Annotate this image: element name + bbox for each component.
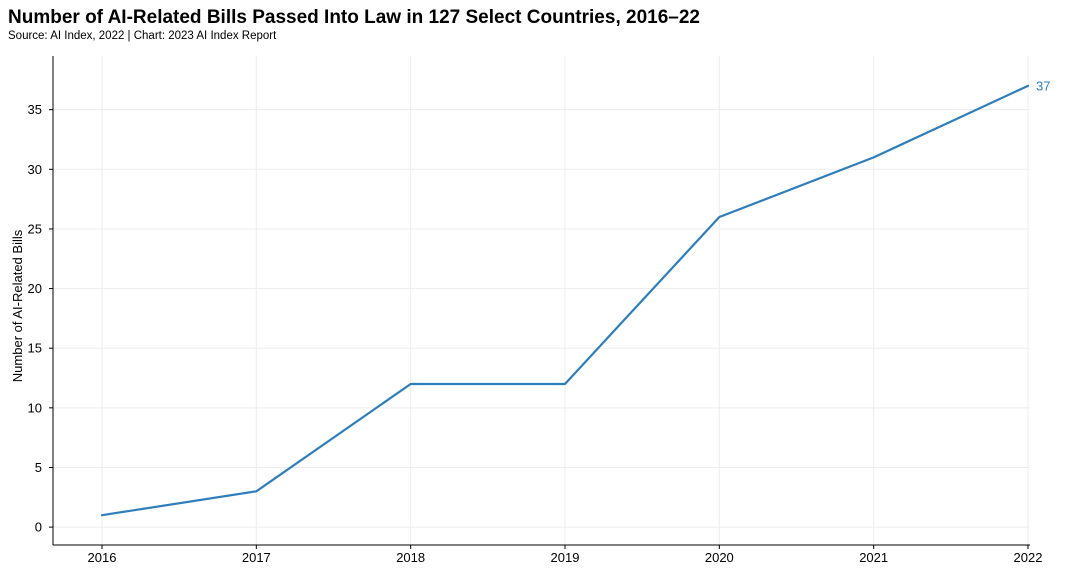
x-tick-label: 2020	[705, 550, 734, 565]
x-tick-label: 2022	[1014, 550, 1043, 565]
x-tick-label: 2021	[859, 550, 888, 565]
chart-subtitle: Source: AI Index, 2022 | Chart: 2023 AI …	[8, 30, 277, 42]
gridlines	[53, 56, 1030, 545]
x-tick-label: 2019	[551, 550, 580, 565]
y-tick-label: 25	[28, 221, 42, 236]
y-tick-label: 35	[28, 102, 42, 117]
series-group: 37	[100, 78, 1050, 517]
y-axis-label: Number of AI-Related Bills	[10, 229, 25, 382]
end-value-label: 37	[1036, 78, 1050, 93]
y-ticks: 0 5 10 15 20 25 30 35	[28, 102, 53, 535]
y-tick-label: 20	[28, 281, 42, 296]
y-tick-label: 0	[35, 520, 42, 535]
x-tick-label: 2016	[88, 550, 117, 565]
y-tick-label: 10	[28, 400, 42, 415]
x-ticks: 2016 2017 2018 2019 2020 2021 2022	[88, 545, 1043, 565]
x-tick-label: 2017	[242, 550, 271, 565]
y-tick-label: 15	[28, 341, 42, 356]
x-tick-label: 2018	[396, 550, 425, 565]
y-tick-label: 30	[28, 162, 42, 177]
chart-title: Number of AI-Related Bills Passed Into L…	[8, 7, 700, 28]
y-tick-label: 5	[35, 460, 42, 475]
axes	[52, 56, 1030, 546]
